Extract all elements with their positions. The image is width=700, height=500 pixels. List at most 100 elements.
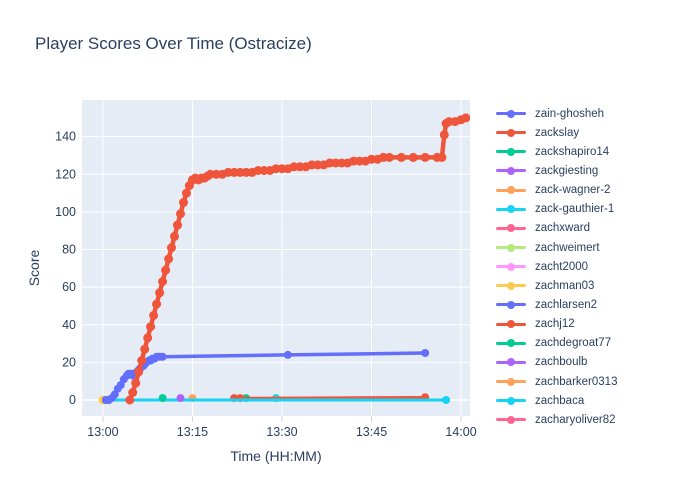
series-marker [161,265,171,275]
legend-label: zain-ghosheh [535,107,605,120]
legend-item-zachman03[interactable]: zachman03 [486,276,698,295]
series-marker [179,198,188,207]
legend-dot-icon [507,339,515,348]
legend-dot-icon [507,281,515,290]
x-tick-label: 13:45 [356,425,387,439]
legend-label: zacht2000 [535,260,589,273]
legend-label: zachdegroat77 [535,337,612,350]
legend-item-zack-gauthier-1[interactable]: zack-gauthier-1 [486,200,698,219]
series-marker [155,288,165,298]
legend-dot-icon [507,128,515,137]
series-marker [170,231,179,241]
legend-label: zachxward [535,222,590,235]
series-marker [158,394,167,403]
legend-dot-icon [507,320,515,329]
legend-dot-icon [507,243,515,252]
series-marker [396,152,406,162]
x-axis-title: Time (HH:MM) [230,448,322,464]
series-layer [98,113,470,405]
legend-label: zachweimert [535,241,600,254]
legend-line-marker-icon [496,281,526,290]
legend-line-marker-icon [496,128,526,137]
legend-line-marker-icon [496,358,526,367]
legend-line-marker-icon [496,377,526,386]
legend-item-zachj12[interactable]: zachj12 [486,315,698,334]
legend-item-zacht2000[interactable]: zacht2000 [486,257,698,276]
legend-line-marker-icon [496,186,526,195]
legend-item-zachbaca[interactable]: zachbaca [486,391,698,410]
legend-item-zackslay[interactable]: zackslay [486,123,698,142]
series-marker [437,152,447,162]
legend-item-zackshapiro14[interactable]: zackshapiro14 [486,142,698,161]
legend-item-zachweimert[interactable]: zachweimert [486,238,698,257]
legend-item-zachxward[interactable]: zachxward [486,219,698,238]
legend-dot-icon [507,396,515,405]
legend-item-zack-wagner-2[interactable]: zack-wagner-2 [486,181,698,200]
series-marker [421,349,430,357]
legend-line-marker-icon [496,339,526,348]
series-zackgiesting[interactable] [176,394,185,403]
legend-dot-icon [507,262,515,271]
series-zackslay[interactable] [125,113,470,405]
legend-line-marker-icon [496,300,526,309]
series-marker [140,344,150,354]
series-zackshapiro14[interactable] [158,394,167,403]
legend-item-zain-ghosheh[interactable]: zain-ghosheh [486,104,698,123]
legend-dot-icon [507,358,515,367]
series-marker [131,378,141,388]
legend-item-zackgiesting[interactable]: zackgiesting [486,161,698,180]
legend-label: zackslay [535,126,580,139]
legend-dot-icon [507,300,515,309]
y-tick-label: 120 [55,167,76,181]
legend-label: zack-gauthier-1 [535,203,615,216]
legend-line-marker-icon [496,109,526,118]
chart-title: Player Scores Over Time (Ostracize) [35,34,312,53]
series-marker [137,356,147,365]
legend-line-marker-icon [496,205,526,214]
y-tick-label: 100 [55,205,76,219]
legend-line-marker-icon [496,415,526,424]
legend-line-marker-icon [496,224,526,233]
legend-item-zachlarsen2[interactable]: zachlarsen2 [486,295,698,314]
series-marker [158,352,167,361]
legend-item-zachboulb[interactable]: zachboulb [486,353,698,372]
legend-item-zachbarker0313[interactable]: zachbarker0313 [486,372,698,391]
legend-label: zacharyoliver82 [535,413,616,426]
y-tick-label: 40 [62,318,76,332]
series-marker [384,152,394,162]
legend-label: zack-wagner-2 [535,184,611,197]
series-line [232,395,427,400]
legend-label: zackgiesting [535,164,599,177]
legend-item-zachdegroat77[interactable]: zachdegroat77 [486,334,698,353]
legend: zain-ghosheh zackslay zackshapiro14 zackgie… [486,104,698,427]
legend-dot-icon [507,109,515,118]
legend-item-zacharyoliver82[interactable]: zacharyoliver82 [486,410,698,427]
legend-dot-icon [507,205,515,214]
series-marker [128,388,138,397]
y-axis-title: Score [26,249,42,287]
series-marker [173,220,182,230]
y-tick-label: 0 [69,393,76,407]
legend-dot-icon [507,147,515,156]
y-tick-label: 60 [62,280,76,294]
x-tick-label: 14:00 [445,425,476,439]
y-tick-label: 80 [62,243,76,257]
series-marker [461,113,470,123]
legend-dot-icon [507,224,515,233]
series-marker [442,396,451,404]
series-marker [149,310,159,320]
legend-label: zackshapiro14 [535,145,610,158]
x-tick-label: 13:30 [266,425,297,439]
legend-line-marker-icon [496,166,526,175]
legend-label: zachboulb [535,356,588,369]
legend-line-marker-icon [496,262,526,271]
legend-line-marker-icon [496,147,526,156]
y-tick-label: 140 [55,130,76,144]
legend-label: zachbarker0313 [535,375,618,388]
series-marker [176,394,185,403]
legend-dot-icon [507,415,515,424]
series-marker [146,322,156,332]
series-marker [143,333,153,343]
legend-label: zachj12 [535,318,575,331]
